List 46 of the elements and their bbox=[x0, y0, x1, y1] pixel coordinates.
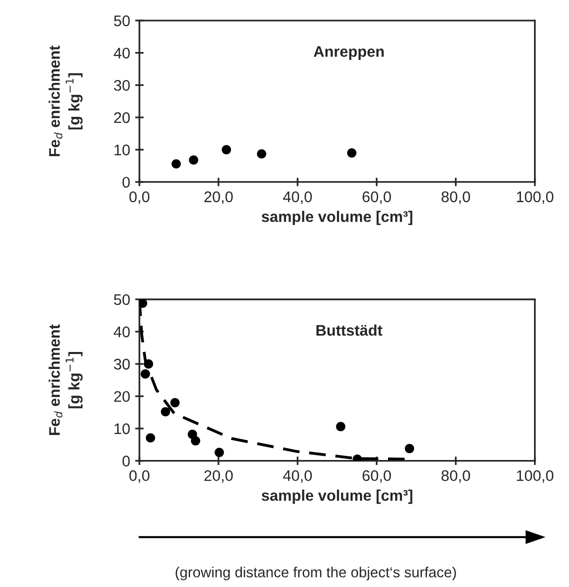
point bbox=[190, 436, 200, 446]
point bbox=[170, 398, 180, 408]
text: Buttstädt bbox=[316, 324, 382, 336]
point bbox=[256, 149, 266, 159]
x-tick-label: 40,0 bbox=[283, 191, 312, 204]
point bbox=[172, 159, 181, 169]
y-tick-label: 40 bbox=[114, 326, 130, 338]
y-tick-label: 0 bbox=[122, 176, 130, 188]
point bbox=[214, 448, 224, 458]
x-tick-label: 20,0 bbox=[204, 470, 233, 483]
x-axis-title: sample volume [cm³] bbox=[262, 210, 412, 226]
x-tick-label: 20,0 bbox=[204, 191, 233, 204]
y-tick-label: 50 bbox=[114, 15, 130, 26]
x-axis-title: sample volume [cm³] bbox=[262, 490, 412, 504]
y-tick-label: 30 bbox=[114, 358, 130, 370]
y-tick-label: 0 bbox=[122, 456, 130, 466]
point bbox=[222, 145, 232, 154]
y-axis-title: Fe$_{d}$ enrichment [g kg$^{−1}$] bbox=[48, 324, 83, 435]
point bbox=[146, 433, 156, 443]
x-tick-label: 60,0 bbox=[362, 470, 391, 483]
point bbox=[139, 299, 148, 308]
y-tick-label: 20 bbox=[114, 112, 130, 124]
point bbox=[144, 359, 154, 369]
x-tick-label: 0,0 bbox=[129, 191, 150, 204]
text: (growing distance from the object‘s surface) bbox=[176, 566, 456, 580]
x-tick-label: 100,0 bbox=[516, 191, 554, 204]
y-tick-label: 30 bbox=[114, 80, 130, 91]
x-tick-label: 100,0 bbox=[516, 470, 554, 483]
point bbox=[347, 148, 356, 158]
y-tick-label: 40 bbox=[114, 48, 130, 59]
text: Anreppen bbox=[314, 46, 384, 60]
point bbox=[140, 369, 150, 379]
x-tick-label: 40,0 bbox=[283, 470, 312, 483]
x-tick-label: 60,0 bbox=[362, 191, 391, 204]
y-tick-label: 20 bbox=[114, 391, 130, 402]
x-tick-label: 80,0 bbox=[442, 191, 470, 204]
point bbox=[336, 422, 346, 432]
y-tick-label: 10 bbox=[114, 423, 130, 434]
point bbox=[160, 407, 170, 416]
point bbox=[188, 155, 198, 165]
point bbox=[404, 444, 414, 454]
x-tick-label: 0,0 bbox=[129, 470, 150, 483]
y-axis-title: Fe$_{d}$ enrichment [g kg$^{−1}$] bbox=[48, 46, 83, 156]
y-tick-label: 10 bbox=[114, 144, 130, 156]
y-tick-label: 50 bbox=[114, 294, 130, 306]
x-tick-label: 80,0 bbox=[442, 470, 470, 483]
